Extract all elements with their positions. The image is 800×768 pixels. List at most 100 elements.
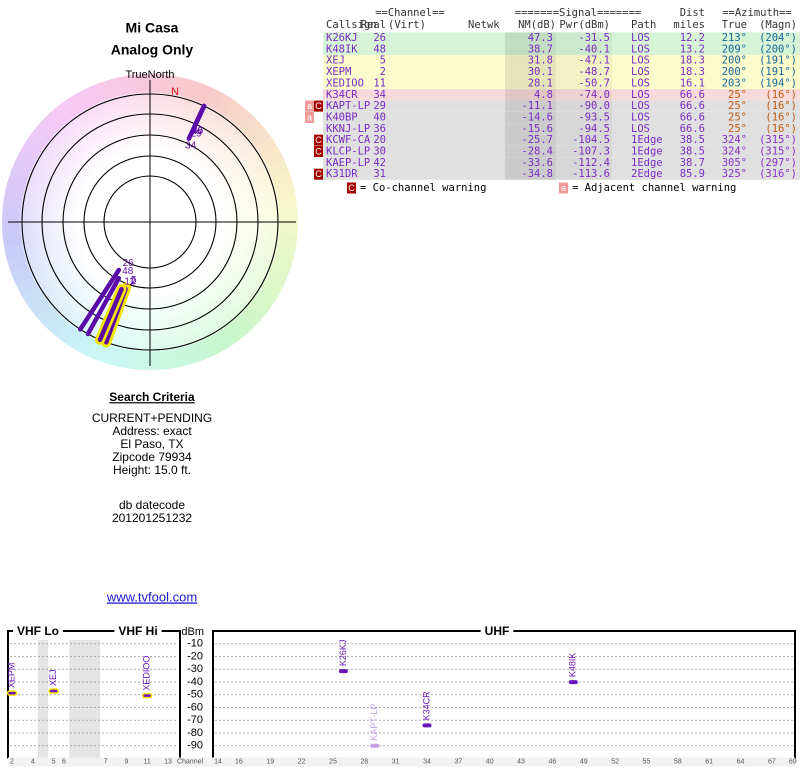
x-tick-label: 34 — [423, 758, 431, 765]
station-callsign: XEJ — [48, 670, 58, 687]
station-label: 34 — [185, 140, 197, 151]
cell-path: LOS — [631, 100, 650, 112]
cell-path: 2Edge — [631, 168, 663, 180]
cell-true: 200° — [722, 55, 747, 67]
station-marker — [568, 680, 578, 685]
pwr-shade — [556, 32, 612, 44]
cell-pwr: -40.1 — [578, 43, 610, 55]
x-tick-label: 4 — [31, 758, 35, 765]
spectrum-chart: -10-20-30-40-50-60-70-80-90 dBm VHF Lo VHF … — [6, 624, 797, 767]
x-tick-label: 52 — [611, 758, 619, 765]
cell-magn: (191°) — [759, 66, 797, 78]
band-label-bg — [13, 628, 63, 635]
x-tick-label: 55 — [643, 758, 651, 765]
nm-shade — [505, 157, 556, 169]
nm-shade — [505, 168, 556, 180]
cell-pwr: -50.7 — [578, 77, 610, 89]
cell-pwr: -113.6 — [572, 168, 610, 180]
cell-magn: (315°) — [759, 146, 797, 158]
co-channel-icon — [314, 168, 323, 180]
band-label: UHF — [485, 624, 510, 638]
cell-nm: -14.6 — [521, 111, 553, 123]
cell-magn: (16°) — [765, 123, 797, 135]
cell-path: 1Edge — [631, 157, 663, 169]
cell-path: LOS — [631, 89, 650, 101]
x-tick-label: 6 — [62, 758, 66, 765]
band-label-bg — [480, 628, 514, 635]
pwr-shade — [556, 66, 612, 78]
cell-nm: 38.7 — [528, 43, 553, 55]
cell-magn: (200°) — [759, 43, 797, 55]
cell-real: 31 — [373, 168, 386, 180]
column-header: miles — [673, 19, 705, 31]
column-header: (Magn) — [759, 19, 797, 31]
warning-letter: C — [315, 101, 322, 111]
x-tick-label: 16 — [235, 758, 243, 765]
cell-true: 305° — [722, 157, 747, 169]
cell-true: 25° — [728, 123, 747, 135]
x-tick-label: 67 — [768, 758, 776, 765]
column-header: (Virt) — [388, 19, 426, 31]
site-link[interactable]: www.tvfool.com — [106, 589, 197, 604]
search-criteria: Search Criteria db datecode 201201251232… — [92, 390, 212, 604]
station-label: 48 — [122, 266, 134, 277]
cell-real: 5 — [380, 55, 386, 67]
cell-callsign: KLCP-LP — [326, 146, 370, 158]
row-background — [323, 145, 800, 158]
pwr-shade — [556, 43, 612, 56]
cell-callsign: KAPT-LP — [326, 100, 370, 112]
cell-magn: (194°) — [759, 77, 797, 89]
cell-nm: -28.4 — [521, 146, 553, 158]
co-channel-icon — [314, 146, 323, 157]
row-background — [323, 55, 800, 67]
x-tick-label: 14 — [214, 758, 222, 765]
nm-shade — [505, 43, 556, 56]
group-header: ==Channel== — [375, 7, 445, 19]
station-label: 40 — [192, 126, 204, 137]
x-tick-label: 25 — [329, 758, 337, 765]
cell-callsign: XEPM — [326, 66, 351, 78]
station-callsign: K34CR — [421, 691, 431, 721]
column-header: True — [722, 19, 747, 31]
cell-real: 30 — [373, 146, 386, 158]
x-tick-label: 46 — [549, 758, 557, 765]
station-callsign: XEPM — [6, 663, 16, 689]
search-line: El Paso, TX — [120, 437, 183, 451]
cell-dist: 18.3 — [680, 66, 705, 78]
station-label: 29 — [190, 129, 202, 140]
cell-magn: (16°) — [765, 89, 797, 101]
search-line: Height: 15.0 ft. — [113, 463, 191, 477]
pwr-shade — [556, 157, 612, 169]
search-heading: Search Criteria — [109, 390, 195, 404]
cell-nm: -33.6 — [521, 157, 553, 169]
cell-dist: 66.6 — [680, 123, 705, 135]
cell-magn: (191°) — [759, 55, 797, 67]
x-tick-label: 31 — [392, 758, 400, 765]
pwr-shade — [556, 168, 612, 180]
y-tick-label: -60 — [187, 701, 203, 713]
cell-dist: 38.5 — [680, 146, 705, 158]
warning-letter: a — [561, 183, 566, 193]
nm-shade — [505, 89, 556, 101]
cell-nm: -15.6 — [521, 123, 553, 135]
x-tick-label: 2 — [10, 758, 14, 765]
group-header: ==Azimuth== — [722, 7, 792, 19]
y-tick-label: -30 — [187, 663, 203, 675]
cell-real: 20 — [373, 134, 386, 146]
cell-true: 25° — [728, 111, 747, 123]
cell-callsign: KAEP-LP — [326, 157, 370, 169]
cell-nm: -34.8 — [521, 168, 553, 180]
cell-true: 203° — [722, 77, 747, 89]
station-marker — [6, 690, 18, 696]
y-axis-label: dBm — [181, 626, 204, 638]
cell-path: LOS — [631, 111, 650, 123]
cell-true: 25° — [728, 100, 747, 112]
band-gap — [38, 640, 48, 759]
cell-path: LOS — [631, 43, 650, 55]
row-background — [323, 77, 800, 90]
pwr-shade — [556, 77, 612, 90]
cell-magn: (297°) — [759, 157, 797, 169]
y-tick-label: -50 — [187, 689, 203, 701]
cell-dist: 12.2 — [680, 32, 705, 44]
